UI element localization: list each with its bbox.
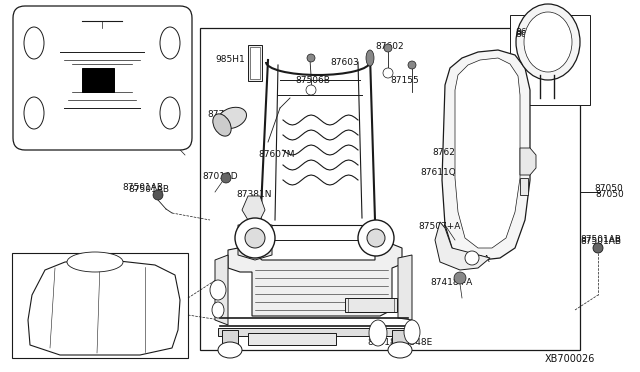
Ellipse shape (366, 50, 374, 66)
Text: 87318: 87318 (367, 338, 396, 347)
Bar (200, 28, 580, 350)
Text: 86400: 86400 (515, 28, 543, 37)
Text: 87501AB: 87501AB (122, 183, 163, 192)
Ellipse shape (383, 68, 393, 78)
Text: 87351: 87351 (270, 338, 299, 347)
Polygon shape (215, 255, 228, 325)
Polygon shape (455, 58, 520, 248)
Ellipse shape (367, 229, 385, 247)
Ellipse shape (384, 44, 392, 52)
Ellipse shape (67, 252, 123, 272)
Ellipse shape (516, 4, 580, 80)
Ellipse shape (160, 27, 180, 59)
Text: 87381N: 87381N (236, 190, 271, 199)
Bar (250, 47, 260, 79)
Text: 985H1: 985H1 (215, 55, 244, 64)
Ellipse shape (358, 220, 394, 256)
Text: 86400: 86400 (515, 30, 543, 39)
Text: 87320NA: 87320NA (57, 283, 99, 292)
Text: 87602: 87602 (375, 42, 404, 51)
Bar (218, 328, 413, 336)
Ellipse shape (465, 251, 479, 265)
Bar (510, 15, 590, 105)
Polygon shape (242, 196, 265, 220)
Ellipse shape (454, 272, 466, 284)
Bar (222, 330, 238, 348)
Text: 87603: 87603 (330, 58, 359, 67)
Polygon shape (28, 260, 180, 355)
Text: 87380: 87380 (368, 298, 397, 307)
Text: 87418+A: 87418+A (430, 278, 472, 287)
Bar (12, 253, 188, 358)
Text: 87750M: 87750M (207, 110, 243, 119)
Text: 87506B: 87506B (295, 76, 330, 85)
Ellipse shape (235, 218, 275, 258)
Ellipse shape (404, 320, 420, 344)
Ellipse shape (388, 342, 412, 358)
Bar (248, 333, 336, 345)
Text: 87311QA: 87311QA (52, 270, 94, 279)
Text: 87010D: 87010D (202, 172, 237, 181)
Text: 87348E: 87348E (398, 338, 432, 347)
Ellipse shape (218, 342, 242, 358)
Text: 87501AB: 87501AB (580, 237, 621, 246)
Bar (248, 45, 262, 81)
Ellipse shape (307, 54, 315, 62)
Bar (82, 68, 114, 92)
Text: 87611QA: 87611QA (420, 168, 462, 177)
Ellipse shape (408, 61, 416, 69)
Ellipse shape (160, 97, 180, 129)
Ellipse shape (369, 320, 387, 346)
Ellipse shape (212, 302, 224, 318)
Ellipse shape (24, 27, 44, 59)
Polygon shape (435, 222, 490, 270)
Ellipse shape (153, 190, 163, 200)
Ellipse shape (245, 228, 265, 248)
Text: 87050: 87050 (594, 184, 623, 193)
Text: 87311QA: 87311QA (52, 268, 94, 277)
Text: 87050: 87050 (595, 190, 624, 199)
Polygon shape (398, 255, 412, 320)
Ellipse shape (524, 12, 572, 72)
Text: 87320NA: 87320NA (57, 281, 99, 290)
Ellipse shape (218, 107, 246, 129)
Ellipse shape (221, 173, 231, 183)
Polygon shape (520, 148, 536, 175)
Polygon shape (520, 178, 528, 195)
Text: 87501AB: 87501AB (580, 235, 621, 244)
Ellipse shape (24, 97, 44, 129)
Ellipse shape (210, 280, 226, 300)
Polygon shape (238, 225, 272, 260)
Text: 87155: 87155 (390, 76, 419, 85)
Text: 87507+A: 87507+A (418, 222, 460, 231)
Text: XB700026: XB700026 (545, 354, 595, 364)
Text: 87607M: 87607M (258, 150, 294, 159)
Ellipse shape (593, 243, 603, 253)
Polygon shape (228, 244, 402, 316)
FancyBboxPatch shape (13, 6, 192, 150)
Ellipse shape (306, 85, 316, 95)
Bar (345, 298, 397, 312)
Bar (392, 330, 408, 348)
Text: 87620PA: 87620PA (432, 148, 472, 157)
Text: 87501AB: 87501AB (128, 185, 169, 194)
Text: 87010DA: 87010DA (448, 255, 490, 264)
Ellipse shape (213, 114, 231, 136)
Polygon shape (442, 50, 530, 260)
